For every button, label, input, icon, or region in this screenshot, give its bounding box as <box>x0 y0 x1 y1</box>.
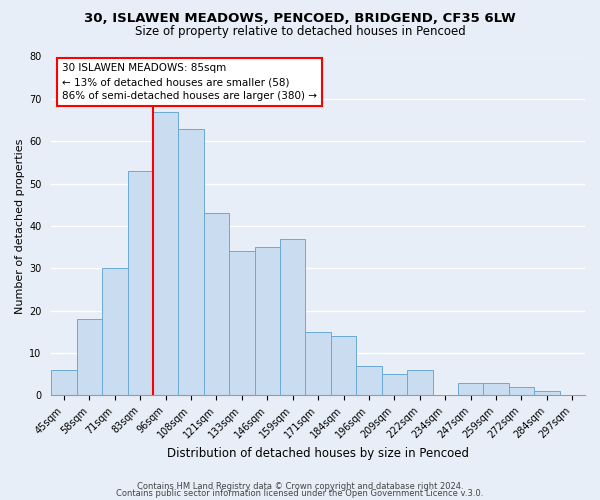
X-axis label: Distribution of detached houses by size in Pencoed: Distribution of detached houses by size … <box>167 447 469 460</box>
Bar <box>128 171 153 396</box>
Bar <box>254 247 280 396</box>
Bar <box>153 112 178 396</box>
Bar <box>229 252 254 396</box>
Bar <box>102 268 128 396</box>
Bar <box>77 319 102 396</box>
Bar <box>178 128 204 396</box>
Text: Contains HM Land Registry data © Crown copyright and database right 2024.: Contains HM Land Registry data © Crown c… <box>137 482 463 491</box>
Bar <box>458 382 484 396</box>
Bar <box>280 238 305 396</box>
Bar <box>305 332 331 396</box>
Text: Size of property relative to detached houses in Pencoed: Size of property relative to detached ho… <box>134 25 466 38</box>
Bar <box>534 391 560 396</box>
Bar <box>356 366 382 396</box>
Text: 30, ISLAWEN MEADOWS, PENCOED, BRIDGEND, CF35 6LW: 30, ISLAWEN MEADOWS, PENCOED, BRIDGEND, … <box>84 12 516 26</box>
Bar <box>51 370 77 396</box>
Bar <box>204 213 229 396</box>
Text: 30 ISLAWEN MEADOWS: 85sqm
← 13% of detached houses are smaller (58)
86% of semi-: 30 ISLAWEN MEADOWS: 85sqm ← 13% of detac… <box>62 64 317 102</box>
Y-axis label: Number of detached properties: Number of detached properties <box>15 138 25 314</box>
Bar <box>382 374 407 396</box>
Text: Contains public sector information licensed under the Open Government Licence v.: Contains public sector information licen… <box>116 490 484 498</box>
Bar <box>484 382 509 396</box>
Bar <box>509 387 534 396</box>
Bar <box>331 336 356 396</box>
Bar <box>407 370 433 396</box>
